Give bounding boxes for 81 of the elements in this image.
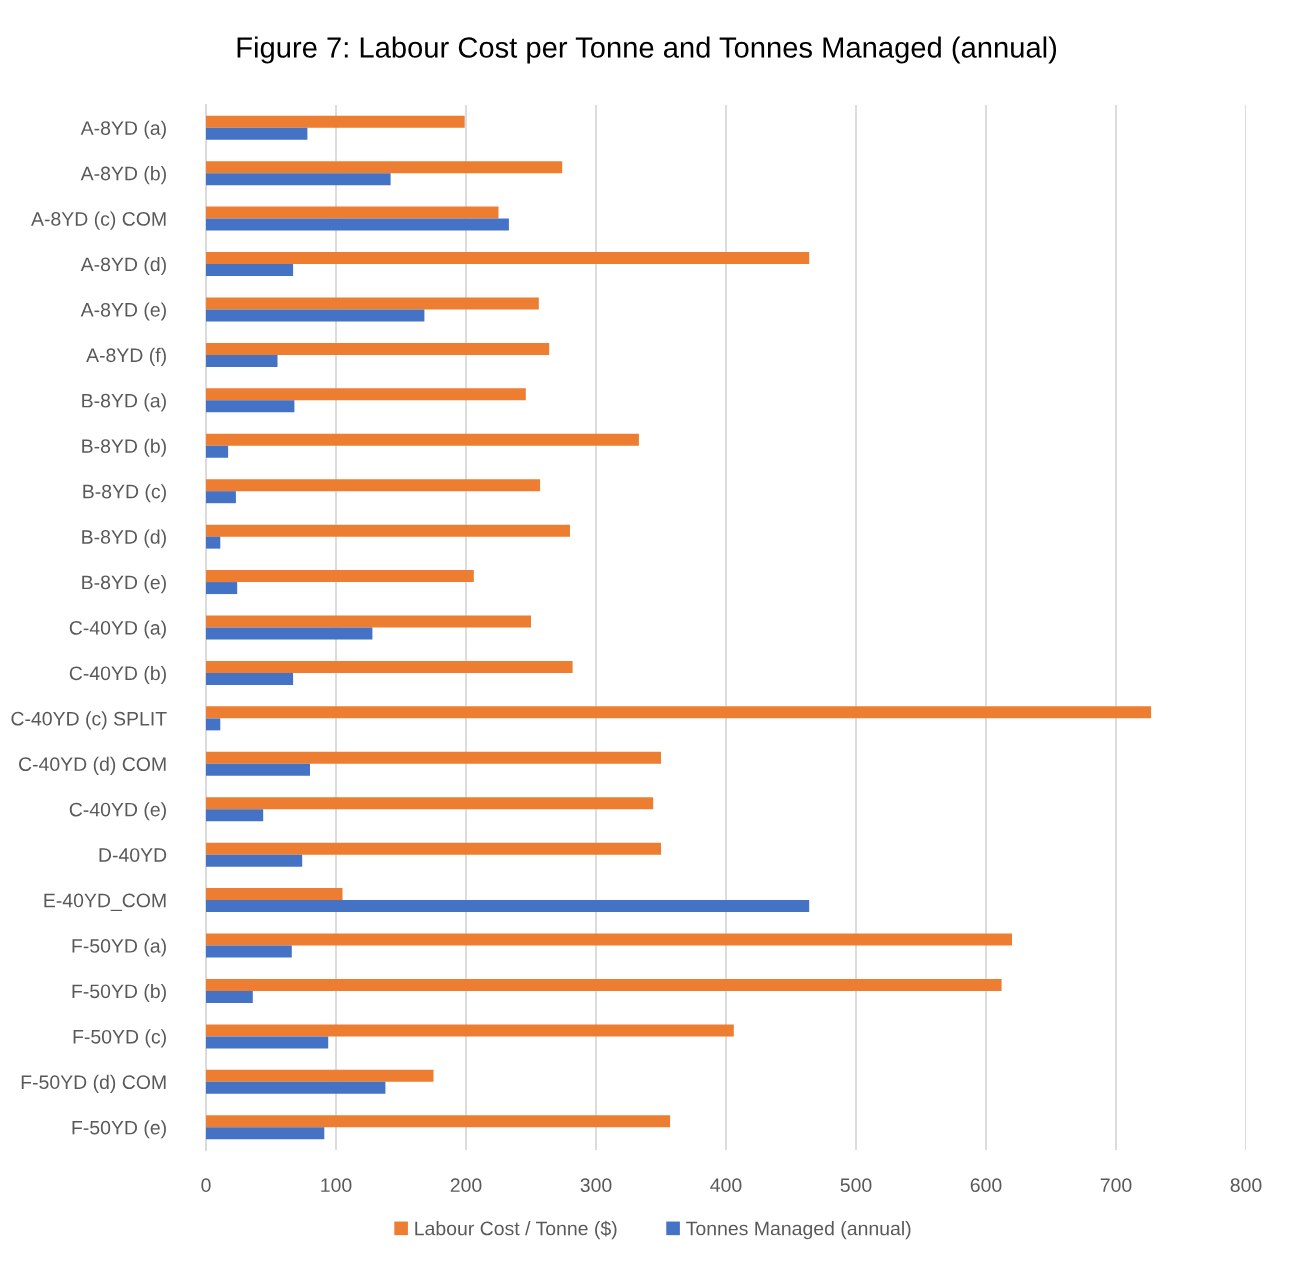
x-tick-label: 300 <box>580 1178 612 1193</box>
bar <box>206 173 391 186</box>
x-tick-label: 700 <box>1100 1178 1132 1193</box>
bar <box>206 1036 329 1049</box>
bar <box>206 479 541 492</box>
bar <box>206 718 221 731</box>
bar <box>206 354 278 367</box>
y-tick-label: D-40YD <box>99 848 167 862</box>
bar <box>206 1115 671 1128</box>
bar <box>206 945 292 958</box>
y-tick-label: B-8YD (a) <box>82 393 166 412</box>
bar <box>206 900 810 913</box>
bar <box>206 990 253 1003</box>
bar <box>206 797 654 810</box>
bar <box>206 842 661 855</box>
bar <box>206 206 499 219</box>
bar <box>206 582 238 595</box>
y-tick-label: A-8YD (c) COM <box>31 211 166 230</box>
y-tick-label: C-40YD (a) <box>69 620 166 639</box>
bar <box>206 888 343 901</box>
bar <box>206 127 308 140</box>
bar <box>206 978 1002 991</box>
y-tick-label: C-40YD (b) <box>69 665 166 685</box>
bar <box>206 933 1012 946</box>
bar <box>206 1024 734 1037</box>
y-tick-label: B-8YD (b) <box>82 438 166 457</box>
bar <box>206 388 526 401</box>
bar <box>206 751 661 764</box>
x-tick-label: 500 <box>840 1178 872 1193</box>
bar <box>206 491 236 504</box>
y-tick-label: B-8YD (c) <box>83 484 166 503</box>
bar <box>206 615 531 628</box>
x-tick-label: 800 <box>1230 1178 1262 1193</box>
bar <box>206 445 229 458</box>
bar <box>206 297 539 310</box>
chart-title: Figure 7: Labour Cost per Tonne and Tonnes Managed (annual) <box>237 36 1057 64</box>
bar <box>206 1069 434 1082</box>
bar <box>206 342 550 355</box>
y-tick-label: F-50YD (e) <box>72 1120 166 1139</box>
y-tick-label: A-8YD (b) <box>80 166 166 185</box>
y-tick-label: A-8YD (a) <box>80 120 166 139</box>
y-tick-label: F-50YD (b) <box>72 983 166 1003</box>
bar <box>206 433 639 446</box>
bar <box>206 672 294 685</box>
bar <box>206 706 1152 719</box>
bar <box>206 161 563 174</box>
bar <box>206 660 573 673</box>
x-tick-label: 600 <box>970 1178 1002 1193</box>
bar <box>206 115 465 128</box>
y-tick-label: A-8YD (f) <box>86 347 166 366</box>
bar <box>206 1127 325 1140</box>
y-tick-label: F-50YD (a) <box>72 938 166 957</box>
y-tick-label: B-8YD (e) <box>82 575 166 594</box>
bar <box>206 524 570 537</box>
bar <box>206 264 294 277</box>
y-tick-label: C-40YD (e) <box>69 802 166 821</box>
bar <box>206 400 295 413</box>
bar <box>206 1081 386 1094</box>
y-tick-label: C-40YD (d) COM <box>19 756 166 775</box>
x-tick-label: 200 <box>450 1178 482 1193</box>
legend-label: Labour Cost / Tonne ($) <box>415 1220 617 1240</box>
bar <box>206 309 425 322</box>
y-tick-label: F-50YD (d) COM <box>21 1074 166 1093</box>
y-tick-label: F-50YD (c) <box>73 1029 166 1048</box>
legend-label: Tonnes Managed (annual) <box>686 1221 911 1240</box>
y-tick-label: A-8YD (d) <box>80 256 166 276</box>
y-tick-label: B-8YD (d) <box>82 529 166 548</box>
y-tick-label: C-40YD (c) SPLIT <box>11 711 167 730</box>
bar <box>206 854 303 867</box>
x-tick-label: 0 <box>201 1178 211 1193</box>
x-tick-label: 100 <box>321 1178 352 1193</box>
bar <box>206 809 264 822</box>
y-tick-label: A-8YD (e) <box>80 302 166 321</box>
bar <box>206 570 474 583</box>
bar <box>206 218 509 231</box>
bar <box>206 252 810 265</box>
x-tick-label: 400 <box>710 1178 742 1193</box>
bar <box>206 627 373 640</box>
y-tick-label: E-40YD_COM <box>44 893 166 912</box>
bar <box>206 763 310 776</box>
bar <box>206 536 221 549</box>
